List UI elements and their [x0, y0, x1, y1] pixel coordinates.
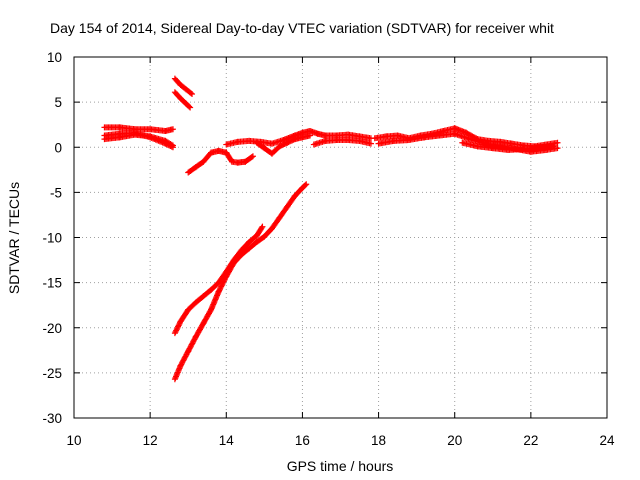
data-point — [191, 336, 198, 343]
x-tick-label: 10 — [66, 433, 81, 448]
plot-frame — [73, 56, 608, 419]
data-point — [181, 356, 188, 363]
data-point — [550, 143, 557, 150]
data-point — [185, 346, 192, 353]
data-point — [187, 344, 194, 351]
data-point — [189, 91, 196, 98]
data-point — [176, 321, 183, 328]
data-point — [190, 337, 197, 344]
data-point — [554, 145, 561, 152]
series-track-d — [171, 75, 196, 98]
y-tick-label: -25 — [42, 366, 62, 381]
grid-lines — [74, 57, 607, 418]
x-tick-label: 16 — [295, 433, 310, 448]
data-point — [307, 132, 314, 139]
x-tick-label: 18 — [371, 433, 386, 448]
data-point — [174, 324, 181, 331]
data-point — [249, 153, 256, 160]
data-point — [183, 350, 190, 357]
data-point — [185, 348, 192, 355]
data-point — [259, 223, 266, 230]
data-point — [367, 140, 374, 147]
x-axis-label: GPS time / hours — [287, 458, 394, 474]
data-point — [186, 103, 193, 110]
series-track-h — [253, 132, 314, 157]
x-tick-label: 20 — [447, 433, 462, 448]
x-tick-label: 14 — [219, 433, 235, 448]
data-point — [175, 323, 182, 330]
data-point — [187, 90, 194, 97]
data-point — [169, 144, 176, 151]
series-track-f — [185, 147, 256, 176]
y-tick-label: -30 — [42, 411, 62, 426]
series-track-l — [459, 139, 557, 153]
data-point — [180, 357, 187, 364]
y-tick-label: -10 — [42, 231, 62, 246]
data-point — [173, 326, 180, 333]
data-point — [190, 339, 197, 346]
series-track-i — [310, 137, 374, 148]
data-point — [184, 349, 191, 356]
series-track-e — [171, 89, 194, 111]
data-point — [181, 354, 188, 361]
data-point — [183, 352, 190, 359]
y-tick-label: 5 — [54, 95, 62, 110]
data-point — [178, 360, 185, 367]
data-point — [303, 181, 310, 188]
series-track-n — [171, 181, 310, 383]
series-track-a — [101, 124, 176, 135]
data-point — [186, 345, 193, 352]
data-point — [179, 358, 186, 365]
y-tick-label: -20 — [42, 321, 62, 336]
y-tick-label: -5 — [50, 185, 62, 200]
x-tick-label: 22 — [523, 433, 538, 448]
data-points — [101, 75, 561, 383]
data-point — [172, 328, 179, 335]
data-point — [258, 224, 265, 231]
tick-labels: 10 12 14 16 18 20 22 24 10 5 0 -5 -10 -15 -20 -25 -30 — [42, 50, 615, 448]
y-axis-label: SDTVAR / TECUs — [6, 182, 22, 294]
data-point — [177, 362, 184, 369]
x-tick-label: 24 — [599, 433, 615, 448]
x-tick-label: 12 — [143, 433, 158, 448]
y-tick-label: -15 — [42, 276, 62, 291]
data-point — [188, 341, 195, 348]
data-point — [175, 322, 182, 329]
series-track-c — [101, 129, 176, 151]
data-point — [178, 361, 185, 368]
data-point — [187, 104, 194, 111]
data-point — [248, 154, 255, 161]
data-point — [189, 340, 196, 347]
chart-title: Day 154 of 2014, Sidereal Day-to-day VTE… — [50, 20, 554, 36]
data-point — [169, 126, 176, 133]
data-point — [171, 330, 178, 337]
y-tick-label: 0 — [54, 140, 62, 155]
data-point — [187, 342, 194, 349]
data-point — [173, 327, 180, 334]
data-point — [554, 139, 561, 146]
data-point — [168, 143, 175, 150]
data-point — [302, 182, 309, 189]
data-point — [182, 353, 189, 360]
y-tick-label: 10 — [47, 50, 62, 65]
